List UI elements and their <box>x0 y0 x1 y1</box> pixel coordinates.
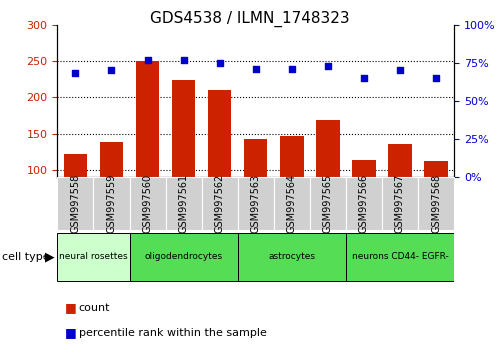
Text: GSM997560: GSM997560 <box>143 174 153 233</box>
FancyBboxPatch shape <box>346 233 454 280</box>
Bar <box>352 160 376 242</box>
Text: ▶: ▶ <box>45 250 55 263</box>
Point <box>180 57 188 63</box>
Bar <box>64 154 87 242</box>
FancyBboxPatch shape <box>57 233 130 280</box>
Text: percentile rank within the sample: percentile rank within the sample <box>79 328 267 338</box>
Bar <box>316 120 340 242</box>
Text: astrocytes: astrocytes <box>268 252 315 261</box>
Text: GSM997563: GSM997563 <box>250 174 261 233</box>
Text: GSM997562: GSM997562 <box>215 174 225 233</box>
Bar <box>100 142 123 242</box>
Point <box>360 75 368 81</box>
FancyBboxPatch shape <box>202 177 238 230</box>
Text: GSM997566: GSM997566 <box>359 174 369 233</box>
Text: ■: ■ <box>65 326 77 339</box>
Point <box>71 71 79 76</box>
Text: GSM997558: GSM997558 <box>70 174 80 233</box>
Text: cell type: cell type <box>2 252 50 262</box>
FancyBboxPatch shape <box>93 177 130 230</box>
FancyBboxPatch shape <box>310 177 346 230</box>
FancyBboxPatch shape <box>346 177 382 230</box>
Point <box>432 75 440 81</box>
Point <box>396 68 404 73</box>
Text: count: count <box>79 303 110 313</box>
Text: ■: ■ <box>65 302 77 314</box>
FancyBboxPatch shape <box>130 177 166 230</box>
Point <box>216 60 224 66</box>
Text: GSM997561: GSM997561 <box>179 174 189 233</box>
Text: neurons CD44- EGFR-: neurons CD44- EGFR- <box>352 252 449 261</box>
Bar <box>208 90 232 242</box>
Text: oligodendrocytes: oligodendrocytes <box>145 252 223 261</box>
Point <box>144 57 152 63</box>
Text: GSM997568: GSM997568 <box>431 174 441 233</box>
Bar <box>172 80 195 242</box>
Text: GSM997567: GSM997567 <box>395 174 405 233</box>
Point <box>288 66 296 72</box>
Text: GSM997565: GSM997565 <box>323 174 333 233</box>
Text: neural rosettes: neural rosettes <box>59 252 128 261</box>
FancyBboxPatch shape <box>238 177 274 230</box>
Point <box>324 63 332 69</box>
FancyBboxPatch shape <box>274 177 310 230</box>
Text: GSM997559: GSM997559 <box>106 174 116 233</box>
FancyBboxPatch shape <box>382 177 418 230</box>
Bar <box>244 139 267 242</box>
Point <box>251 66 259 72</box>
FancyBboxPatch shape <box>166 177 202 230</box>
Text: GSM997564: GSM997564 <box>287 174 297 233</box>
Bar <box>280 136 303 242</box>
FancyBboxPatch shape <box>238 233 346 280</box>
FancyBboxPatch shape <box>418 177 454 230</box>
FancyBboxPatch shape <box>130 233 238 280</box>
FancyBboxPatch shape <box>57 177 93 230</box>
Point <box>107 68 115 73</box>
Bar <box>388 144 412 242</box>
Text: GDS4538 / ILMN_1748323: GDS4538 / ILMN_1748323 <box>150 11 349 27</box>
Bar <box>136 61 159 242</box>
Bar <box>424 161 448 242</box>
